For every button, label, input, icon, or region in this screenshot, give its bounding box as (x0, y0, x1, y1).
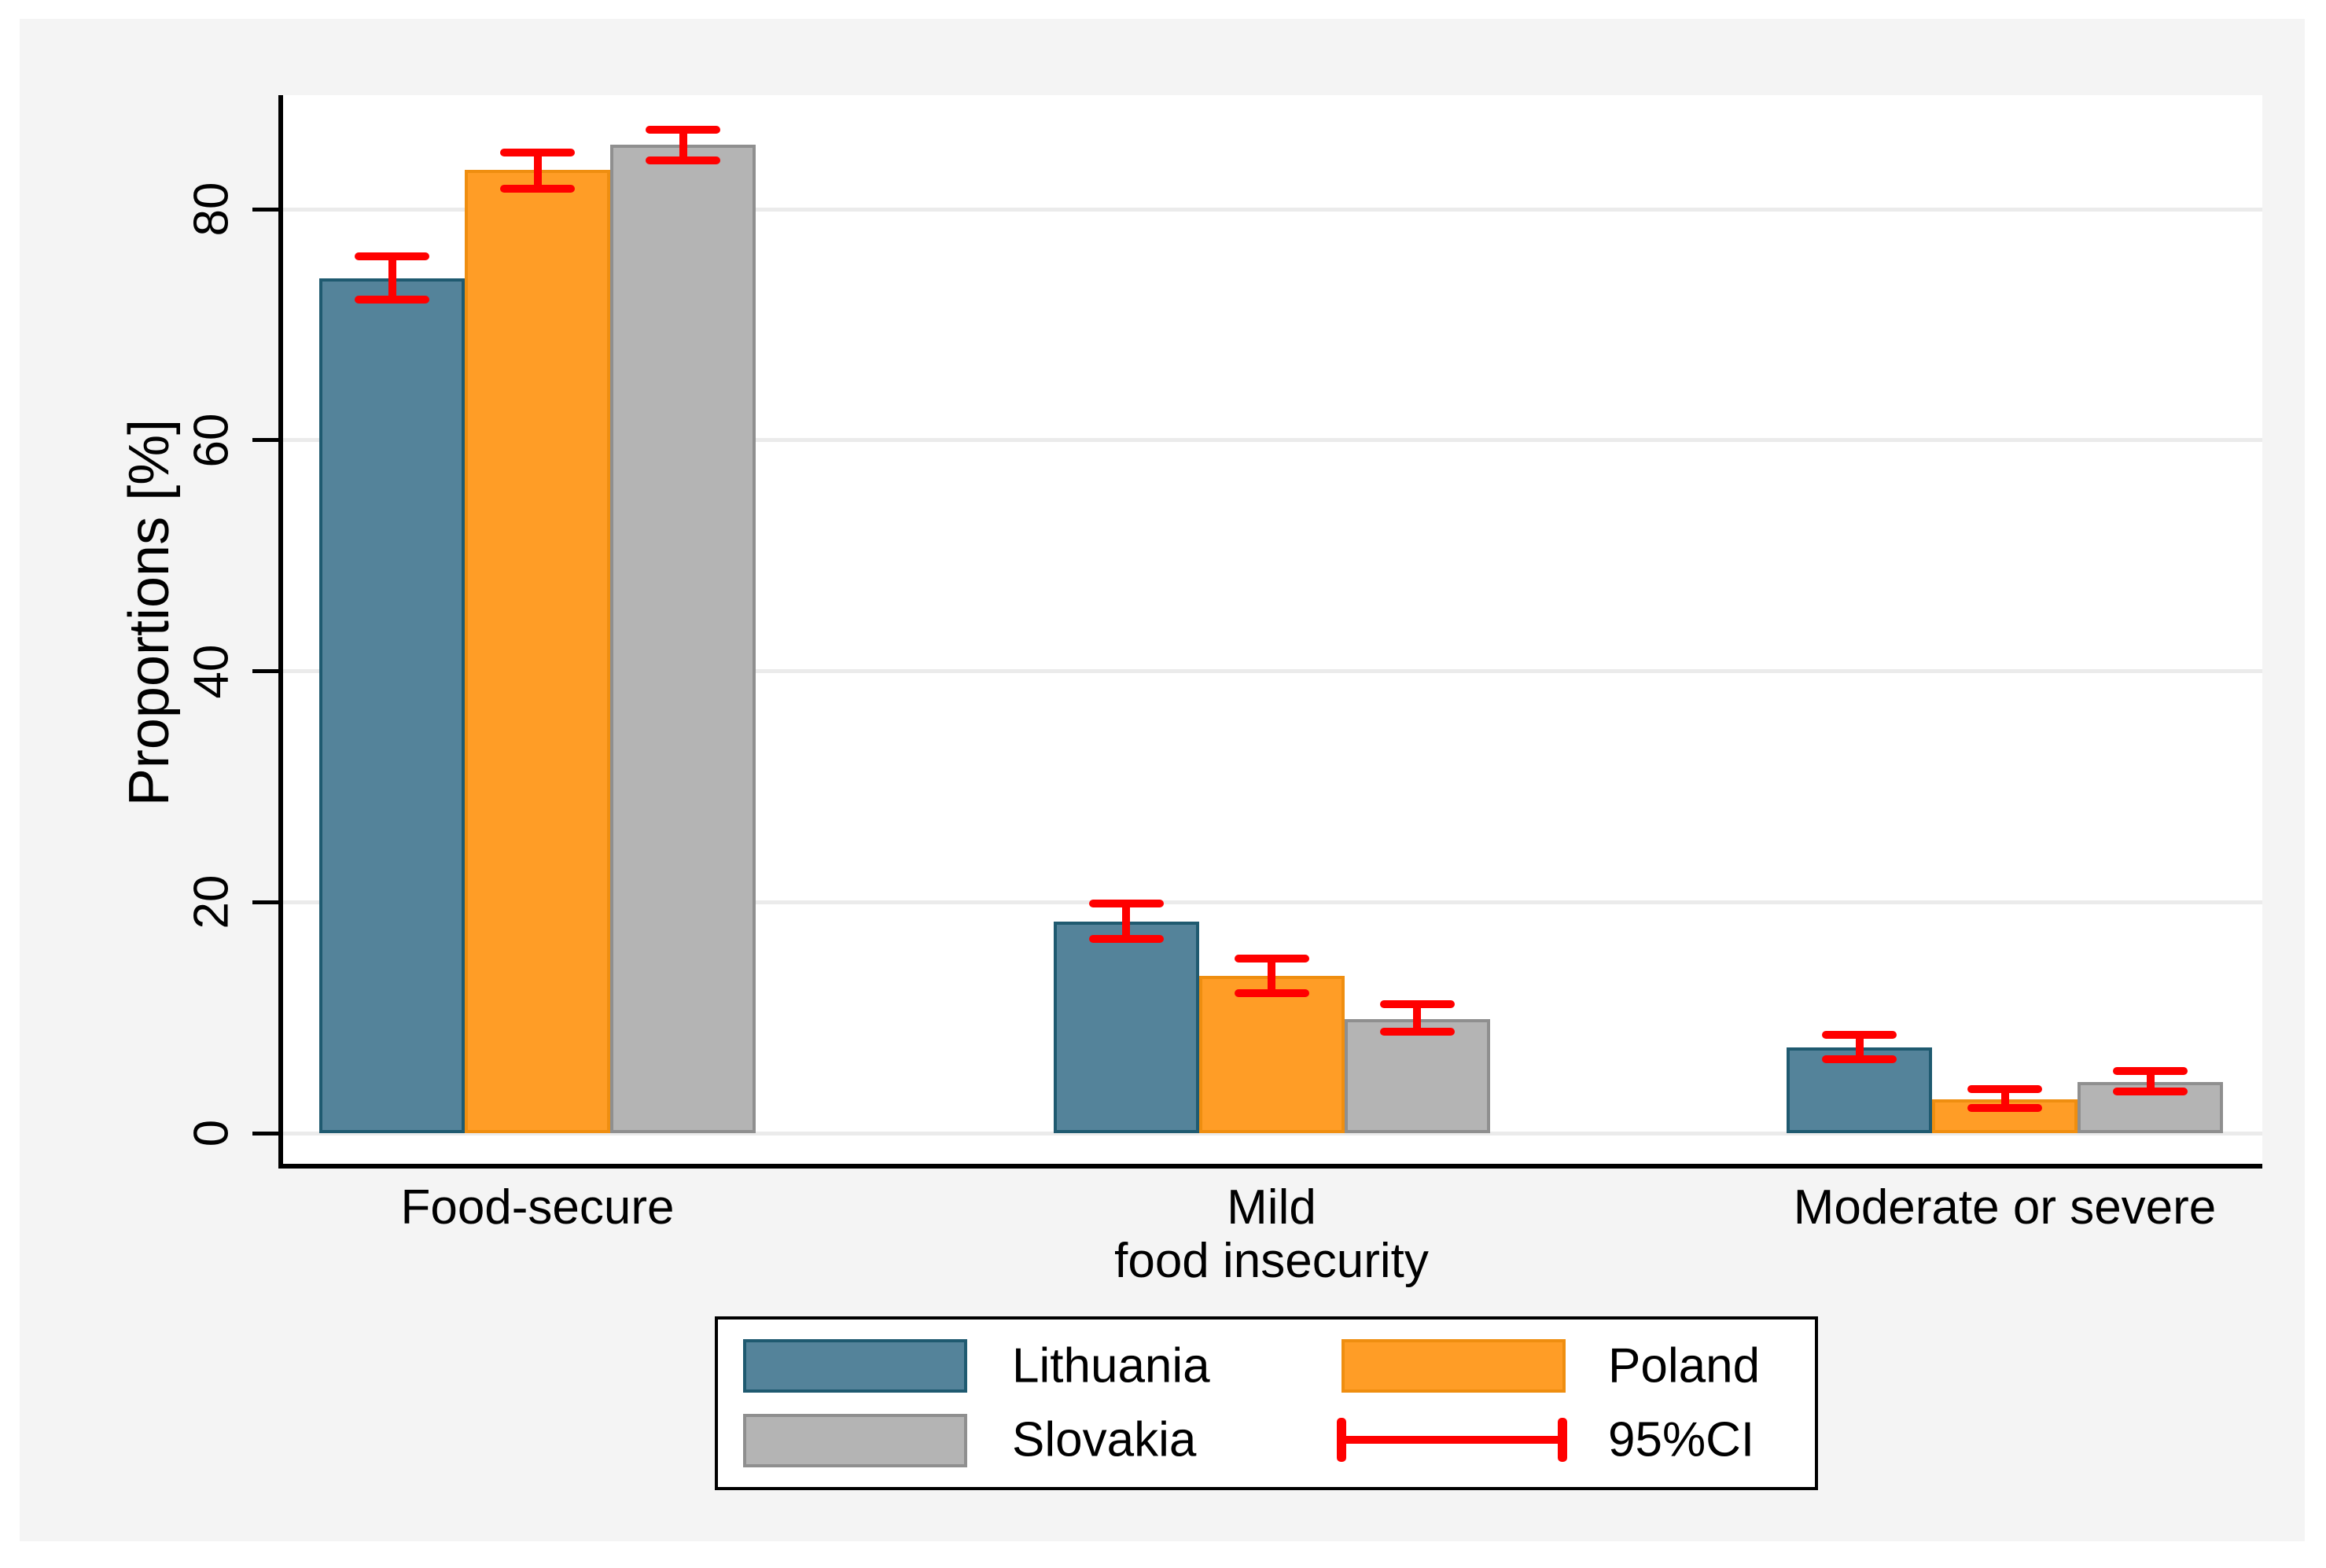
error-bar-poland-group3 (1967, 1085, 2042, 1112)
y-tick-label-80: 80 (184, 182, 239, 237)
ci-glyph-cap-right (1558, 1418, 1567, 1462)
ci-cap-bottom (355, 295, 429, 304)
y-axis-line (278, 95, 283, 1169)
legend-label-slovakia: Slovakia (1012, 1412, 1197, 1467)
ci-cap-bottom (1967, 1103, 2042, 1112)
ci-cap-top (1967, 1085, 2042, 1094)
error-bar-lithuania-group1 (355, 252, 429, 304)
ci-cap-bottom (646, 156, 720, 165)
bar-lithuania-group1 (319, 278, 465, 1133)
error-bar-poland-group2 (1234, 955, 1309, 998)
gridline-40 (281, 669, 2262, 673)
legend-label-ci: 95%CI (1608, 1412, 1755, 1467)
ci-line (388, 256, 396, 300)
legend-swatch-poland (1341, 1339, 1566, 1393)
y-tick-80 (252, 207, 281, 212)
y-tick-label-20: 20 (184, 874, 239, 929)
legend-label-poland: Poland (1608, 1338, 1761, 1393)
ci-cap-top (1234, 955, 1309, 963)
gridline-60 (281, 438, 2262, 443)
ci-cap-bottom (1234, 989, 1309, 998)
ci-line (1122, 903, 1130, 940)
category-label-group3: Moderate or severe (1651, 1181, 2326, 1235)
error-bar-poland-group1 (500, 149, 575, 193)
ci-line (2146, 1070, 2155, 1092)
error-bar-lithuania-group2 (1088, 899, 1164, 944)
ci-cap-top (500, 149, 575, 157)
ci-line (533, 153, 542, 189)
y-tick-60 (252, 438, 281, 443)
bar-poland-group1 (465, 170, 610, 1133)
category-label-line: food insecurity (1114, 1234, 1429, 1288)
legend-swatch-slovakia (743, 1414, 967, 1467)
category-label-group2: Mild food insecurity (918, 1181, 1625, 1288)
ci-line (679, 129, 687, 161)
bar-poland-group2 (1198, 976, 1345, 1133)
ci-line (2000, 1089, 2009, 1108)
gridline-80 (281, 207, 2262, 212)
ci-cap-top (1088, 899, 1164, 907)
bar-slovakia-group2 (1344, 1018, 1490, 1133)
category-label-line: Moderate or severe (1793, 1180, 2217, 1235)
ci-glyph-line (1337, 1436, 1567, 1444)
ci-cap-top (355, 252, 429, 261)
error-bar-slovakia-group2 (1379, 999, 1455, 1036)
ci-cap-top (1822, 1031, 1897, 1040)
legend-swatch-lithuania (743, 1339, 967, 1393)
y-axis-title: Proportions [%] (118, 418, 181, 807)
error-bar-slovakia-group3 (2113, 1066, 2188, 1096)
bar-lithuania-group2 (1053, 922, 1199, 1133)
bar-slovakia-group1 (610, 144, 756, 1133)
category-label-group1: Food-secure (184, 1181, 892, 1235)
y-tick-40 (252, 669, 281, 673)
ci-cap-bottom (1088, 935, 1164, 944)
ci-cap-bottom (1822, 1055, 1897, 1063)
gridline-0 (281, 1131, 2262, 1136)
legend-box: Lithuania Poland Slovakia 95%CI (715, 1316, 1818, 1490)
category-label-line: Mild (1227, 1180, 1316, 1235)
ci-line (1268, 959, 1275, 994)
ci-cap-bottom (2113, 1088, 2188, 1096)
ci-cap-top (1379, 999, 1455, 1008)
ci-line (1413, 1003, 1421, 1032)
plot-area (281, 95, 2262, 1166)
ci-cap-top (646, 125, 720, 134)
category-label-line: Food-secure (400, 1180, 675, 1235)
error-bar-slovakia-group1 (646, 125, 720, 165)
legend-label-lithuania: Lithuania (1012, 1338, 1210, 1393)
y-tick-label-60: 60 (184, 413, 239, 468)
ci-cap-bottom (500, 184, 575, 193)
ci-glyph-cap-left (1337, 1418, 1346, 1462)
gridline-20 (281, 900, 2262, 904)
x-axis-line (278, 1164, 2262, 1169)
ci-line (1855, 1035, 1864, 1059)
y-tick-label-0: 0 (184, 1119, 239, 1147)
y-tick-label-40: 40 (184, 644, 239, 698)
y-tick-20 (252, 900, 281, 904)
ci-cap-bottom (1379, 1027, 1455, 1036)
bar-lithuania-group3 (1787, 1047, 1932, 1133)
ci-cap-top (2113, 1066, 2188, 1075)
y-tick-0 (252, 1131, 281, 1136)
chart-canvas: Proportions [%] 0 20 40 60 80 Food-secure Mil… (20, 19, 2305, 1541)
legend-ci-glyph (1337, 1418, 1567, 1462)
error-bar-lithuania-group3 (1822, 1031, 1897, 1063)
